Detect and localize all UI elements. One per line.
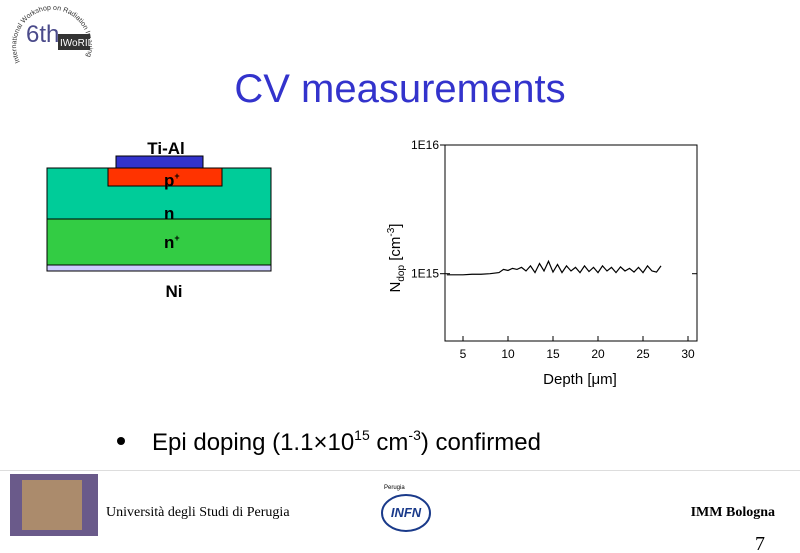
- label-sup: +: [174, 171, 179, 181]
- university-logo-detail: [22, 480, 82, 530]
- logo-edition: 6th: [26, 21, 59, 48]
- bullet-text: 10: [327, 429, 354, 456]
- x-tick-label: 15: [546, 347, 560, 361]
- label: Ni: [166, 282, 183, 301]
- bullet-text: ) confirmed: [421, 429, 541, 456]
- title: CV measurements: [234, 67, 565, 111]
- data-line: [446, 259, 662, 276]
- x-axis-label: Depth [μm]: [543, 371, 617, 388]
- x-axis-label: Depth [: [543, 371, 592, 388]
- y-axis-label: [cm: [387, 237, 404, 265]
- logo-box: [58, 34, 90, 50]
- nplus-layer: [46, 218, 272, 266]
- infn-city: Perugia: [384, 485, 405, 491]
- label: n+: [164, 233, 180, 252]
- y-axis-label: ]: [387, 224, 404, 228]
- x-tick-label: 10: [501, 347, 515, 361]
- structure: Ti-Al p+ n n+ Ni: [46, 139, 272, 301]
- label: p+: [164, 171, 180, 190]
- tial-layer: [115, 155, 204, 169]
- bullet-dot: [117, 437, 125, 445]
- logo-name: IWoRID: [60, 38, 95, 49]
- footer-rule: [0, 470, 800, 471]
- x-axis-label: ]: [613, 371, 617, 388]
- bullet-text: Epi doping (1.1: [152, 429, 313, 456]
- y-tick-label: 1E16: [411, 138, 439, 152]
- y-axis-label: N: [387, 282, 404, 293]
- logo: International Workshop on Radiation Imag…: [0, 0, 95, 64]
- footer-left: Università degli Studi di Perugia: [106, 505, 290, 520]
- footer-right: IMM Bologna: [691, 505, 775, 520]
- y-axis-label: -3: [386, 227, 397, 236]
- bullet-text: ×: [313, 429, 327, 456]
- bullet: Epi doping (1.1×1015 cm-3) confirmed: [152, 427, 541, 456]
- y-tick-label: 1E15: [411, 267, 439, 281]
- plot-frame: [444, 144, 698, 342]
- bullet-text: cm: [370, 429, 409, 456]
- y-axis-label: Ndop [cm-3]: [386, 224, 407, 293]
- infn-logo: INFN: [391, 505, 422, 520]
- label: p: [164, 171, 174, 190]
- label: n: [164, 204, 174, 223]
- chart: Depth [μm] Ndop [cm-3] 5 10 15 20 25 30 1E15 1E…: [386, 138, 698, 388]
- x-axis-label: μm: [592, 371, 613, 388]
- y-axis-label: dop: [396, 265, 407, 282]
- label: n: [164, 233, 174, 252]
- x-tick-label: 25: [636, 347, 650, 361]
- label: Ti-Al: [147, 139, 184, 158]
- ni-layer: [46, 264, 272, 272]
- x-tick-label: 30: [681, 347, 695, 361]
- page-number: 7: [755, 533, 765, 553]
- infn-logo-ring: [381, 494, 431, 532]
- x-tick-label: 20: [591, 347, 605, 361]
- bullet-sup: 15: [354, 427, 370, 443]
- x-tick-label: 5: [460, 347, 467, 361]
- bullet-sup: -3: [408, 427, 421, 443]
- label-sup: +: [174, 233, 179, 243]
